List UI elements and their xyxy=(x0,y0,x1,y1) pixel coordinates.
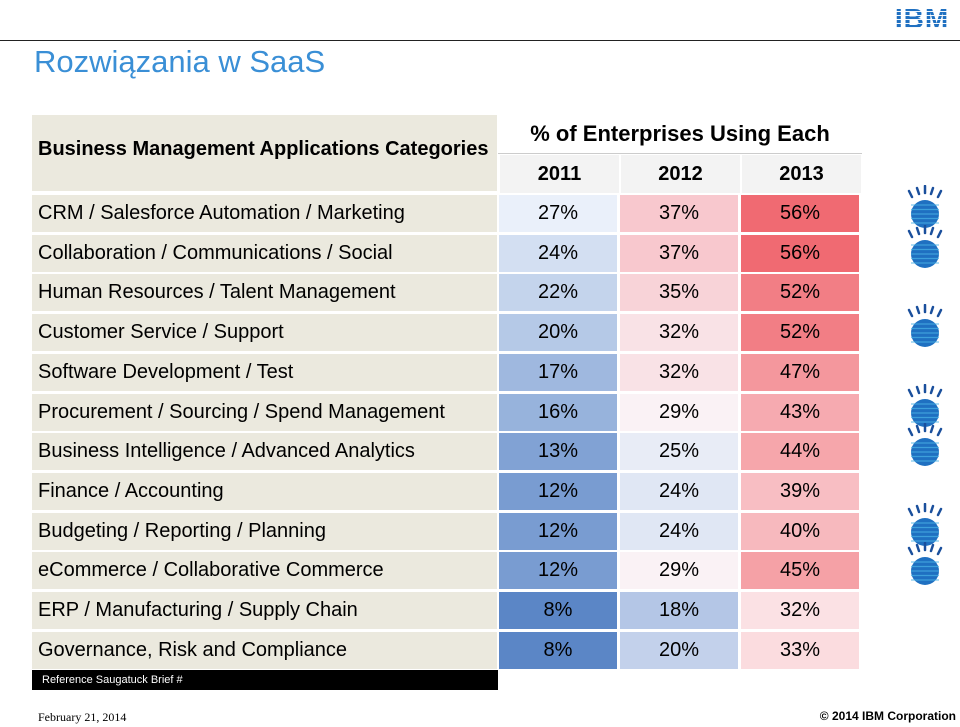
value-cell-2012: 35% xyxy=(620,274,738,312)
row-label: Finance / Accounting xyxy=(32,472,497,510)
ibm-watson-icon xyxy=(907,383,943,427)
row-label: Customer Service / Support xyxy=(32,314,497,352)
year-header-2012: 2012 xyxy=(619,155,740,193)
row-label: Human Resources / Talent Management xyxy=(32,274,497,312)
value-cell-2012: 37% xyxy=(620,195,738,232)
value-cell-2012: 24% xyxy=(620,512,738,550)
value-cell-2013: 43% xyxy=(741,393,859,431)
value-cell-2011: 13% xyxy=(499,433,617,471)
value-cell-2011: 8% xyxy=(499,592,617,629)
value-cell-2013: 45% xyxy=(741,552,859,590)
value-cell-2013: 40% xyxy=(741,512,859,550)
value-cell-2012: 25% xyxy=(620,433,738,471)
footer-date: February 21, 2014 xyxy=(38,710,127,724)
value-cell-2013: 33% xyxy=(741,631,859,669)
category-header: Business Management Applications Categor… xyxy=(32,115,497,193)
value-cell-2011: 12% xyxy=(499,512,617,550)
value-cell-2013: 32% xyxy=(741,592,859,629)
value-cell-2012: 32% xyxy=(620,314,738,352)
value-cell-2012: 29% xyxy=(620,393,738,431)
value-cell-2011: 17% xyxy=(499,353,617,391)
value-cell-2013: 44% xyxy=(741,433,859,471)
value-cell-2013: 47% xyxy=(741,353,859,391)
metric-header: % of Enterprises Using Each xyxy=(498,115,862,154)
value-cell-2011: 16% xyxy=(499,393,617,431)
value-cell-2013: 56% xyxy=(741,195,859,232)
reference-note: Reference Saugatuck Brief # xyxy=(32,670,498,690)
value-cell-2011: 12% xyxy=(499,552,617,590)
value-cell-2012: 37% xyxy=(620,234,738,272)
value-cell-2011: 24% xyxy=(499,234,617,272)
ibm-watson-icon xyxy=(907,185,943,228)
value-cell-2012: 18% xyxy=(620,592,738,629)
value-cell-2012: 20% xyxy=(620,631,738,669)
value-cell-2012: 24% xyxy=(620,472,738,510)
value-cell-2011: 27% xyxy=(499,195,617,232)
row-label: Business Intelligence / Advanced Analyti… xyxy=(32,433,497,471)
ibm-watson-icon xyxy=(907,502,943,546)
row-label: ERP / Manufacturing / Supply Chain xyxy=(32,592,497,629)
value-cell-2011: 22% xyxy=(499,274,617,312)
value-cell-2013: 39% xyxy=(741,472,859,510)
ibm-watson-icon xyxy=(907,304,943,348)
value-cell-2011: 12% xyxy=(499,472,617,510)
ibm-watson-icon xyxy=(907,542,943,586)
ibm-watson-icon xyxy=(907,423,943,467)
footer-copyright: © 2014 IBM Corporation xyxy=(819,709,956,723)
row-label: Budgeting / Reporting / Planning xyxy=(32,512,497,550)
ibm-logo: IBM xyxy=(888,4,956,34)
header-rule xyxy=(0,40,960,41)
value-cell-2011: 8% xyxy=(499,631,617,669)
value-cell-2012: 32% xyxy=(620,353,738,391)
value-cell-2013: 52% xyxy=(741,314,859,352)
saas-adoption-table: Business Management Applications Categor… xyxy=(32,115,862,677)
page-title: Rozwiązania w SaaS xyxy=(34,44,326,79)
value-cell-2013: 52% xyxy=(741,274,859,312)
row-label: Software Development / Test xyxy=(32,353,497,391)
row-label: Governance, Risk and Compliance xyxy=(32,631,497,669)
row-label: Collaboration / Communications / Social xyxy=(32,234,497,272)
row-label: Procurement / Sourcing / Spend Managemen… xyxy=(32,393,497,431)
row-label: eCommerce / Collaborative Commerce xyxy=(32,552,497,590)
value-cell-2013: 56% xyxy=(741,234,859,272)
value-cell-2011: 20% xyxy=(499,314,617,352)
ibm-watson-icon xyxy=(907,224,943,268)
row-label: CRM / Salesforce Automation / Marketing xyxy=(32,195,497,232)
value-cell-2012: 29% xyxy=(620,552,738,590)
year-header-2011: 2011 xyxy=(498,155,619,193)
year-header-2013: 2013 xyxy=(740,155,861,193)
